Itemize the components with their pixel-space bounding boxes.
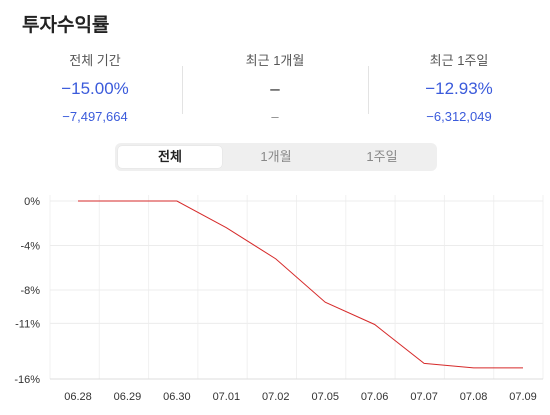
stat-percent: – <box>270 79 280 98</box>
x-tick-label: 06.28 <box>64 391 92 403</box>
x-tick-label: 07.09 <box>509 391 537 403</box>
stat-percent: −15.00% <box>61 79 129 98</box>
stat-total-period: 전체 기간 −15.00% −7,497,664 <box>4 52 186 126</box>
series-line <box>78 200 523 369</box>
stat-label: 최근 1개월 <box>245 53 305 68</box>
stats-panel: 전체 기간 −15.00% −7,497,664 최근 1개월 – – 최근 1… <box>0 52 550 130</box>
stat-last-week: 최근 1주일 −12.93% −6,312,049 <box>368 52 550 126</box>
y-tick-label: -16% <box>14 374 40 386</box>
tab-all[interactable]: 전체 <box>118 146 222 168</box>
y-tick-label: 0% <box>24 196 40 208</box>
stat-label: 전체 기간 <box>69 53 121 68</box>
x-tick-label: 07.01 <box>213 391 241 403</box>
period-tabs: 전체 1개월 1주일 <box>115 143 437 171</box>
stat-label: 최근 1주일 <box>429 53 489 68</box>
return-line-chart: 0% -4% -8% -11% -16% 06.28 06.29 06.30 07.01 07.0… <box>14 195 544 403</box>
stat-amount: −7,497,664 <box>62 109 128 124</box>
page-title: 투자수익률 <box>22 15 110 36</box>
divider <box>182 66 183 114</box>
x-tick-label: 06.30 <box>163 391 191 403</box>
stat-amount: – <box>271 109 279 124</box>
divider <box>368 66 369 114</box>
stat-percent: −12.93% <box>425 79 493 98</box>
x-tick-label: 07.06 <box>361 391 389 403</box>
x-tick-label: 07.05 <box>311 391 339 403</box>
tab-1-month[interactable]: 1개월 <box>260 149 292 164</box>
stat-amount: −6,312,049 <box>426 109 492 124</box>
x-tick-label: 07.07 <box>410 391 438 403</box>
x-tick-label: 07.08 <box>460 391 488 403</box>
y-tick-label: -8% <box>20 285 40 297</box>
tab-1-week[interactable]: 1주일 <box>366 149 398 164</box>
stat-last-month: 최근 1개월 – – <box>184 52 366 126</box>
y-tick-label: -4% <box>20 241 40 253</box>
x-tick-label: 07.02 <box>262 391 290 403</box>
x-tick-label: 06.29 <box>114 391 142 403</box>
y-tick-label: -11% <box>15 318 40 330</box>
